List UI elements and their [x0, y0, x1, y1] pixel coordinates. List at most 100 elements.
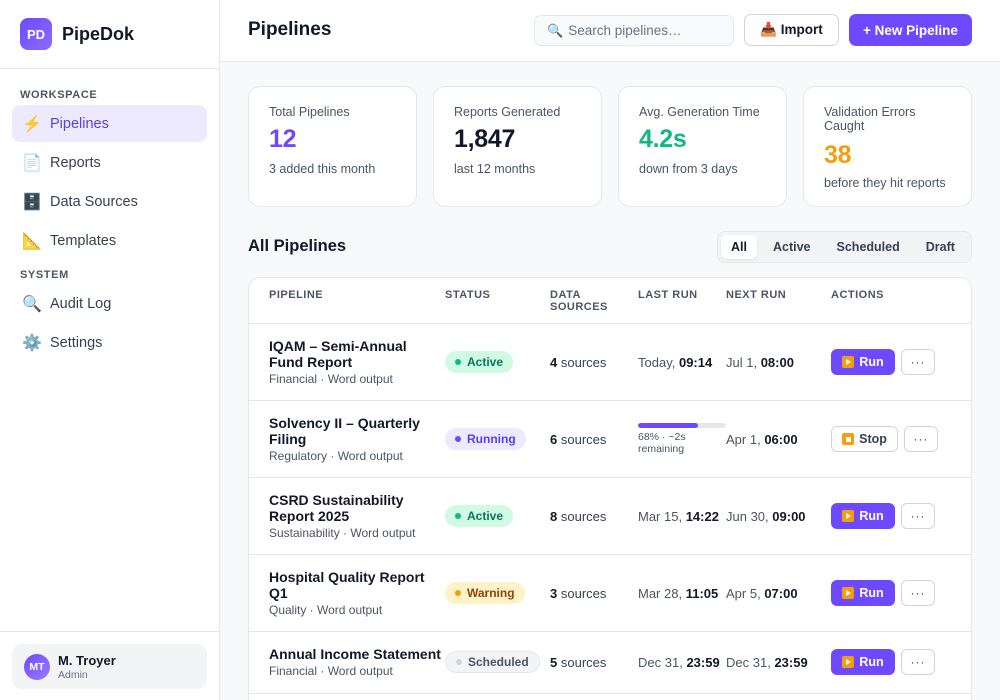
filter-draft[interactable]: Draft — [925, 240, 955, 254]
next-run-cell: Jun 30, 09:00 — [726, 509, 806, 524]
stat-label: Reports Generated — [454, 105, 561, 119]
pipeline-cell: Annual Income Statement Financial · Word… — [269, 646, 469, 678]
nav-section-system: SYSTEM — [20, 269, 69, 281]
user-profile[interactable]: MT M. Troyer Admin — [12, 644, 207, 689]
table-header: PIPELINE STATUS DATA SOURCES LAST RUN NE… — [249, 278, 971, 324]
document-icon: 📄 — [22, 154, 42, 172]
brand: PD PipeDok — [0, 0, 219, 69]
sources-label: sources — [560, 586, 607, 601]
pipelines-table: PIPELINE STATUS DATA SOURCES LAST RUN NE… — [248, 277, 972, 700]
run-label: Run — [859, 355, 884, 369]
pipeline-cell: IQAM – Semi-Annual Fund Report Financial… — [269, 338, 444, 386]
more-options-button[interactable]: ··· — [901, 580, 935, 606]
last-run-cell: Mar 15, 14:22 — [638, 509, 719, 524]
brand-name: PipeDok — [62, 23, 135, 44]
next-run-date: Jun 30, — [726, 509, 769, 524]
sidebar-item-settings[interactable]: ⚙️ Settings — [12, 324, 207, 361]
table-row[interactable]: Solvency II – Quarterly Filing Regulator… — [249, 401, 971, 478]
pipeline-cell: Solvency II – Quarterly Filing Regulator… — [269, 415, 444, 463]
table-row[interactable]: IQAM – Semi-Annual Fund Report Financial… — [249, 324, 971, 401]
last-run-date: Today, — [638, 355, 676, 370]
stat-sub: last 12 months — [454, 162, 536, 176]
last-run-date: Mar 28, — [638, 586, 683, 601]
column-header-actions: ACTIONS — [831, 289, 884, 301]
stat-sub: 3 added this month — [269, 162, 376, 176]
more-options-button[interactable]: ··· — [901, 649, 935, 675]
run-button[interactable]: Run — [831, 503, 895, 529]
play-icon — [842, 510, 855, 522]
more-options-button[interactable]: ··· — [904, 426, 938, 452]
status-dot — [455, 513, 461, 519]
more-options-button[interactable]: ··· — [901, 503, 935, 529]
table-row[interactable]: Annual Income Statement Financial · Word… — [249, 632, 971, 694]
last-run-cell: Mar 28, 11:05 — [638, 586, 718, 601]
last-run-cell: Today, 09:14 — [638, 355, 712, 370]
sidebar-item-label: Templates — [50, 232, 117, 249]
column-header-data-sources: DATA SOURCES — [550, 289, 608, 313]
sidebar-item-pipelines[interactable]: ⚡ Pipelines — [12, 105, 207, 142]
sidebar-item-label: Pipelines — [50, 115, 109, 132]
pipeline-cell: Hospital Quality Report Q1 Quality · Wor… — [269, 569, 444, 617]
status-label: Warning — [467, 586, 515, 600]
table-row[interactable]: Hospital Quality Report Q1 Quality · Wor… — [249, 555, 971, 632]
sources-count: 5 — [550, 655, 558, 670]
run-button[interactable]: Run — [831, 649, 895, 675]
pipeline-meta: Regulatory · Word output — [269, 449, 403, 463]
pipeline-name: CSRD Sustainability Report 2025 — [269, 492, 404, 524]
sidebar-item-data-sources[interactable]: 🗄️ Data Sources — [12, 183, 207, 220]
next-run-time: 06:00 — [764, 432, 798, 447]
status-label: Active — [467, 509, 504, 523]
run-button[interactable]: Run — [831, 580, 895, 606]
sidebar-item-label: Data Sources — [50, 193, 138, 210]
pipeline-name: Annual Income Statement — [269, 646, 441, 662]
user-name: M. Troyer — [58, 652, 116, 668]
last-run-date: Mar 15, — [638, 509, 683, 524]
next-run-date: Jul 1, — [726, 355, 758, 370]
import-button[interactable]: 📥 Import — [744, 14, 839, 46]
last-run-time: 23:59 — [686, 655, 720, 670]
run-label: Run — [859, 586, 884, 600]
play-icon — [842, 587, 855, 599]
run-label: Run — [859, 655, 884, 669]
ruler-icon: 📐 — [22, 232, 42, 250]
next-run-time: 23:59 — [774, 655, 808, 670]
pipeline-cell: CSRD Sustainability Report 2025 Sustaina… — [269, 492, 444, 540]
user-info: M. Troyer Admin — [58, 653, 116, 681]
status-label: Running — [467, 432, 516, 446]
stat-value: 38 — [824, 141, 852, 169]
avatar: MT — [24, 653, 50, 680]
filter-all[interactable]: All — [721, 235, 757, 259]
status-label: Active — [467, 355, 504, 369]
next-run-date: Apr 1, — [726, 432, 761, 447]
run-progress: 68% · ~2s remaining — [638, 423, 726, 455]
next-run-date: Apr 5, — [726, 586, 761, 601]
next-run-time: 09:00 — [772, 509, 806, 524]
stop-icon — [842, 433, 855, 445]
new-pipeline-button[interactable]: + New Pipeline — [849, 14, 972, 46]
play-icon — [842, 356, 855, 368]
stat-sub: before they hit reports — [824, 176, 946, 190]
filter-scheduled[interactable]: Scheduled — [836, 240, 900, 254]
search-icon: 🔍 — [547, 22, 564, 38]
search-input[interactable]: 🔍 Search pipelines… — [534, 15, 734, 46]
run-button[interactable]: Run — [831, 349, 895, 375]
progress-bar — [638, 423, 726, 428]
sources-label: sources — [560, 509, 607, 524]
stop-button[interactable]: Stop — [831, 426, 898, 452]
sidebar-item-audit-log[interactable]: 🔍 Audit Log — [12, 285, 207, 322]
sources-label: sources — [560, 355, 607, 370]
brand-logo: PD — [20, 18, 52, 50]
sidebar-item-reports[interactable]: 📄 Reports — [12, 144, 207, 181]
stat-card-validation-errors: Validation Errors Caught 38 before they … — [803, 86, 972, 207]
data-sources-cell: 6 sources — [550, 432, 606, 447]
progress-text: 68% · ~2s remaining — [638, 431, 686, 455]
table-row[interactable]: CSRD Sustainability Report 2025 Sustaina… — [249, 478, 971, 555]
status-dot — [455, 590, 461, 596]
stat-label: Avg. Generation Time — [639, 105, 760, 119]
status-badge: Active — [445, 505, 514, 527]
more-options-button[interactable]: ··· — [901, 349, 935, 375]
sidebar-item-templates[interactable]: 📐 Templates — [12, 222, 207, 259]
last-run-time: 09:14 — [678, 355, 713, 370]
progress-fill — [638, 423, 698, 428]
filter-active[interactable]: Active — [772, 240, 811, 254]
